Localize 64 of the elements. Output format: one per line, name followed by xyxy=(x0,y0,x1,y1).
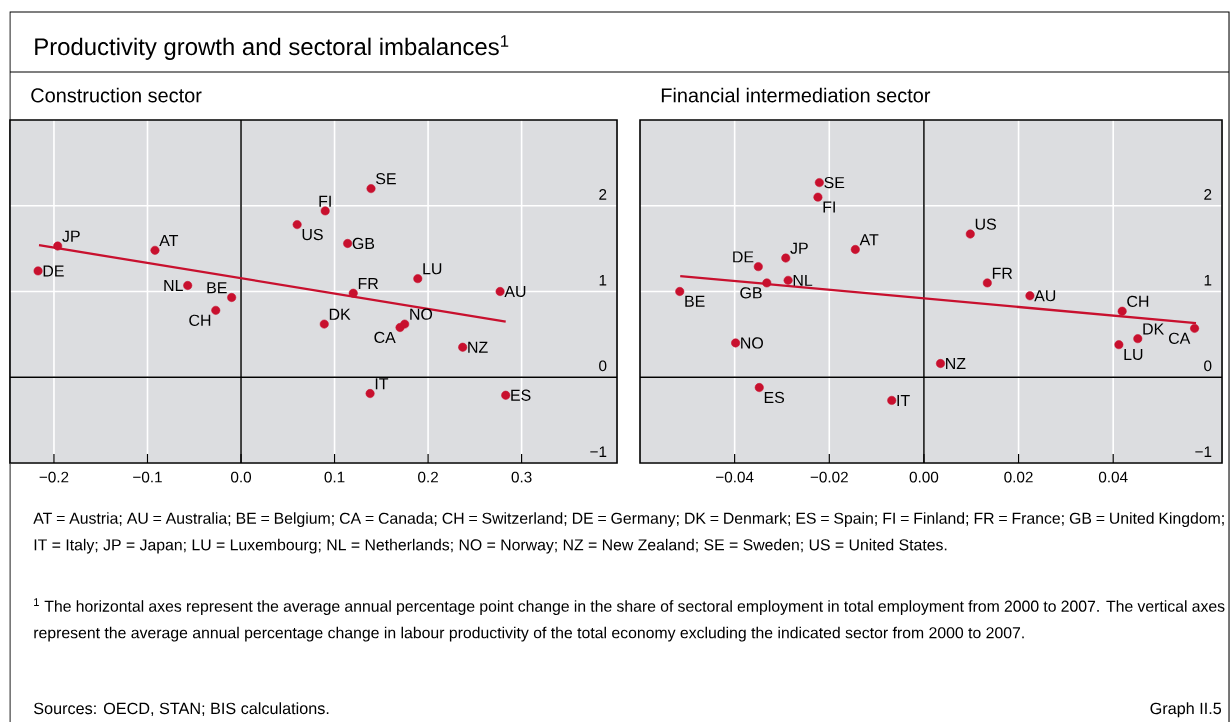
chart-title: Construction sector xyxy=(31,87,202,103)
x-tick-label: 0.00 xyxy=(909,471,939,483)
annotation: BE xyxy=(207,282,227,294)
annotation: CH xyxy=(189,314,211,326)
annotation: GB xyxy=(740,287,762,299)
annotation: IT xyxy=(897,394,910,406)
annotation: FI xyxy=(823,201,835,213)
x-tick-label: 0.02 xyxy=(1004,471,1033,483)
source-note: Sources: OECD, STAN; BIS calculations. xyxy=(34,702,329,717)
text: AT = Austria; AU = Australia; BE = Belgium; CA = Canada; CH = Switzerland; DE = Germany; DK = Denmark; ES = Spain; FI = Finland; FR = France; GB = United Kingdom; IT = Italy; JP = Japan; LU = Luxembourg; NL = Netherlands; NO = Norway; NZ = New Zealand; SE = Sweden; US = United States. xyxy=(33,512,1224,554)
annotation: DE xyxy=(733,251,754,263)
annotation: CA xyxy=(374,331,396,344)
annotation: BE xyxy=(685,295,705,307)
annotation: NO xyxy=(410,308,433,320)
x-tick-label: 0.3 xyxy=(511,471,532,483)
annotation: SE xyxy=(824,176,845,189)
annotation: US xyxy=(975,218,996,230)
annotation: NZ xyxy=(468,341,488,353)
annotation: CA xyxy=(1168,332,1191,344)
x-tick-label: 0.04 xyxy=(1098,471,1128,483)
annotation: ES xyxy=(764,391,785,404)
annotation: ES xyxy=(511,389,531,401)
annotation: GB xyxy=(352,237,375,250)
text: $^{1}$ The horizontal axes represent the average annual percentage point change in the share of sectoral employment in total employment from 2000 to 2007. The vertical axes represent the average annual percentage change in labour productivity of the total economy excluding the indicated sector from 2000 to 2007. xyxy=(34,598,1225,642)
annotation: LU xyxy=(1124,348,1143,361)
annotation: AU xyxy=(1034,290,1056,302)
annotation: SE xyxy=(376,173,396,185)
annotation: DK xyxy=(329,308,351,320)
annotation: DE xyxy=(43,265,64,277)
annotation: US xyxy=(302,228,323,241)
x-tick-label: −0.02 xyxy=(810,471,848,483)
chart-title: Financial intermediation sector xyxy=(661,87,931,103)
y-tick-label: 1 xyxy=(1204,274,1212,286)
annotation: NL xyxy=(164,280,183,291)
y-tick-label: 0 xyxy=(1204,360,1212,372)
annotation: AT xyxy=(159,235,179,247)
x-tick-label: −0.04 xyxy=(716,471,754,483)
y-tick-label: −1 xyxy=(1195,446,1212,457)
annotation: DK xyxy=(1143,323,1165,335)
annotation: IT xyxy=(375,378,389,390)
x-tick-label: −0.2 xyxy=(39,471,69,483)
annotation: FR xyxy=(992,267,1013,279)
text: Graph II.5 xyxy=(1150,702,1222,718)
annotation: LU xyxy=(423,263,442,275)
annotation: JP xyxy=(790,242,808,254)
y-tick-label: 1 xyxy=(599,274,607,286)
annotation: JP xyxy=(62,230,80,242)
y-tick-label: 2 xyxy=(1204,189,1212,200)
annotation: NO xyxy=(741,337,763,349)
y-tick-label: 2 xyxy=(599,189,607,200)
annotation: NZ xyxy=(946,358,966,370)
y-tick-label: −1 xyxy=(590,446,607,457)
annotation: NL xyxy=(793,274,813,286)
annotation: AT xyxy=(859,234,879,246)
annotation: FI xyxy=(319,195,331,207)
annotation: AU xyxy=(504,285,526,298)
annotation: CH xyxy=(1127,295,1149,307)
text: Productivity growth and sectoral imbalances$^{1}$ xyxy=(35,35,509,60)
x-tick-label: 0.2 xyxy=(418,471,438,483)
x-tick-label: 0.0 xyxy=(231,471,252,483)
x-tick-label: 0.1 xyxy=(324,471,345,483)
x-tick-label: −0.1 xyxy=(133,471,162,483)
y-tick-label: 0 xyxy=(599,360,607,372)
annotation: FR xyxy=(358,277,379,289)
